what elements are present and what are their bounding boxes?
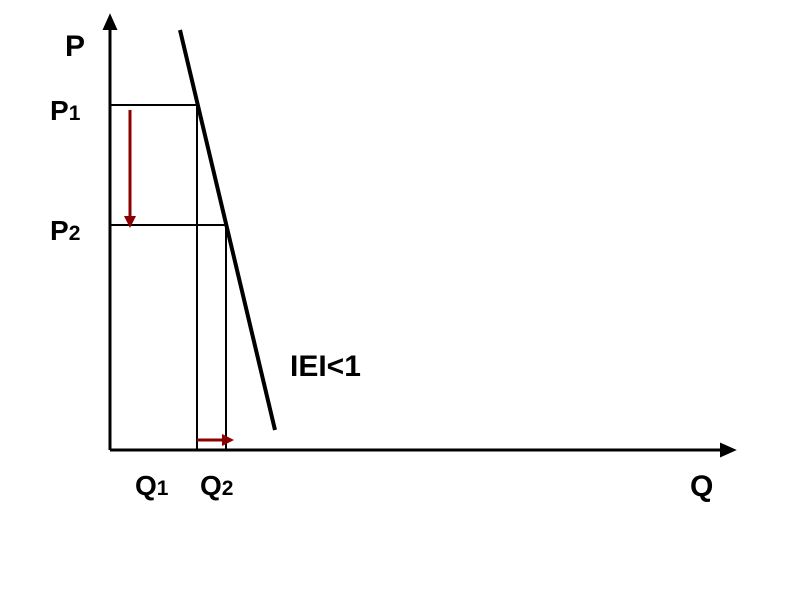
- p2-sub: 2: [69, 222, 81, 245]
- q2-label: Q2: [200, 470, 233, 502]
- q2-sub: 2: [222, 477, 234, 500]
- p1-label: P1: [50, 95, 80, 127]
- p1-main: P: [50, 95, 69, 126]
- q1-sub: 1: [157, 477, 169, 500]
- elasticity-annotation: IEI<1: [290, 350, 361, 384]
- x-axis-label: Q: [690, 470, 713, 504]
- elasticity-chart: P Q P1 P2 Q1 Q2 IEI<1: [0, 0, 800, 600]
- q2-main: Q: [200, 470, 222, 501]
- p1-sub: 1: [69, 102, 81, 125]
- p2-label: P2: [50, 215, 80, 247]
- p2-main: P: [50, 215, 69, 246]
- chart-svg: [0, 0, 800, 600]
- y-axis-label: P: [65, 30, 85, 64]
- q1-main: Q: [135, 470, 157, 501]
- q1-label: Q1: [135, 470, 168, 502]
